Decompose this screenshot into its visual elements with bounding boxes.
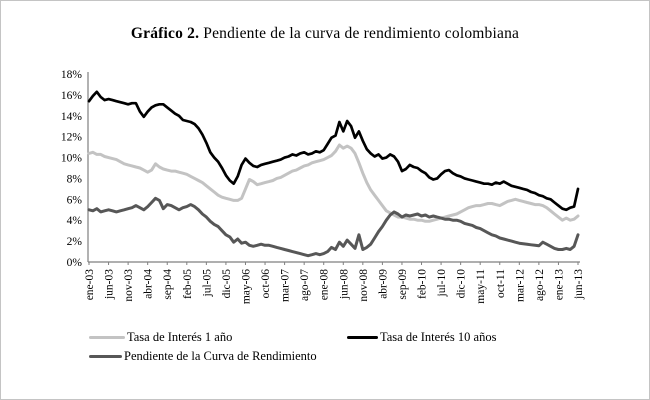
legend-label-1y: Tasa de Interés 1 año: [127, 330, 233, 344]
x-tick-label: feb-10: [417, 269, 429, 299]
y-tick-label: 4%: [67, 215, 83, 227]
x-tick-label: sep-04: [162, 269, 174, 300]
x-tick-label: jun-08: [338, 269, 350, 300]
x-tick-label: nov-03: [123, 269, 135, 302]
x-tick-label: jun-03: [104, 269, 116, 300]
legend-label-10y: Tasa de Interés 10 años: [380, 330, 497, 344]
chart-title-text: Pendiente de la curva de rendimiento col…: [199, 25, 520, 42]
x-tick-label: feb-05: [182, 269, 194, 299]
legend-item-pendiente: Pendiente de la Curva de Rendimiento: [89, 349, 317, 364]
y-tick-label: 10%: [61, 153, 83, 165]
legend-label-pendiente: Pendiente de la Curva de Rendimiento: [124, 349, 317, 363]
x-tick-label: may-06: [240, 269, 252, 304]
chart-title: Gráfico 2. Pendiente de la curva de rend…: [1, 25, 649, 43]
y-tick-label: 18%: [61, 69, 83, 81]
y-tick-label: 12%: [61, 132, 83, 144]
y-tick-label: 0%: [67, 257, 83, 269]
x-tick-label: mar-12: [514, 269, 526, 302]
legend-swatch-10y: [347, 335, 378, 340]
x-tick-label: jul-10: [436, 269, 448, 298]
y-tick-label: 16%: [61, 90, 83, 102]
x-tick-label: ene-03: [84, 269, 96, 301]
x-tick-label: dic-05: [221, 269, 233, 299]
series-line-2: [87, 196, 580, 258]
x-tick-label: mar-07: [280, 269, 292, 302]
y-tick-label: 14%: [61, 111, 83, 123]
x-tick-label: nov-08: [358, 269, 370, 302]
x-tick-label: dic-10: [456, 269, 468, 299]
x-tick-label: jul-05: [201, 269, 213, 298]
series-line-0: [87, 143, 580, 223]
x-tick-label: oct-11: [495, 269, 507, 298]
x-tick-label: ago-12: [534, 269, 546, 301]
y-tick-label: 2%: [67, 236, 83, 248]
legend-swatch-1y: [89, 335, 125, 340]
x-tick-label: oct-06: [260, 269, 272, 299]
y-tick-label: 8%: [67, 173, 83, 185]
x-tick-label: may-11: [475, 269, 487, 304]
x-tick-label: ene-08: [319, 269, 331, 301]
series-line-1: [87, 90, 580, 212]
x-tick-label: ene-13: [553, 269, 565, 301]
x-tick-label: jun-13: [573, 269, 585, 300]
x-tick-label: abr-09: [377, 269, 389, 299]
legend-item-10y: Tasa de Interés 10 años: [347, 330, 496, 345]
x-tick-label: abr-04: [143, 269, 155, 299]
y-tick-label: 6%: [67, 194, 83, 206]
x-tick-label: ago-07: [299, 269, 311, 301]
chart-title-number: Gráfico 2.: [130, 25, 200, 42]
legend-swatch-pendiente: [89, 354, 122, 359]
legend-item-1y: Tasa de Interés 1 año: [89, 330, 232, 345]
x-tick-label: sep-09: [397, 269, 409, 300]
